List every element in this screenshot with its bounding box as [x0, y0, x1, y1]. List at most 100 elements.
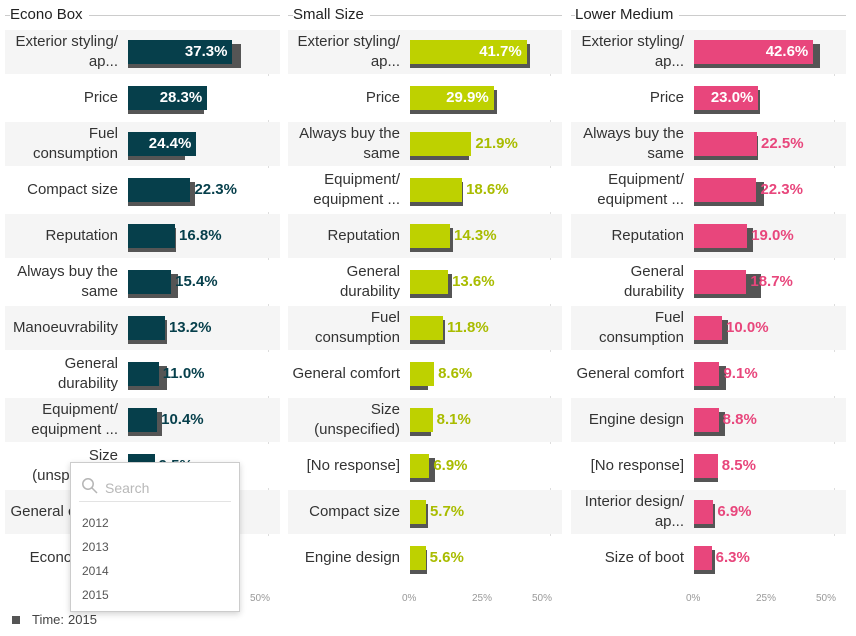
dropdown-option-2013[interactable]: 2013 — [82, 540, 109, 554]
value-label: 16.8% — [179, 227, 222, 244]
dropdown-option-2015[interactable]: 2015 — [82, 588, 109, 602]
bar — [694, 132, 757, 156]
bar — [410, 86, 494, 110]
value-label: 29.9% — [446, 89, 489, 106]
category-label: General durability — [57, 355, 118, 392]
value-label: 13.2% — [168, 319, 212, 336]
bar — [410, 408, 433, 432]
bar — [410, 178, 463, 202]
bar — [694, 270, 747, 294]
value-label: 24.4% — [148, 135, 192, 152]
dropdown-option-2014[interactable]: 2014 — [82, 564, 109, 578]
bar — [410, 224, 451, 248]
value-label: 8.8% — [722, 411, 757, 428]
axis-tick-label: 50% — [532, 593, 553, 604]
value-label: 22.5% — [761, 135, 804, 152]
title-rule — [5, 15, 280, 16]
value-label: 41.7% — [479, 43, 522, 60]
bar — [128, 224, 176, 248]
dropdown-search — [79, 475, 237, 502]
panel-title: Lower Medium — [575, 6, 680, 24]
filter-marker-icon — [12, 615, 20, 624]
value-label: 13.6% — [452, 273, 495, 290]
value-label: 5.6% — [429, 549, 464, 566]
bar — [410, 270, 449, 294]
time-filter-key: Time: — [32, 612, 65, 627]
category-label: Always buy the same — [299, 125, 400, 162]
category-label: Reputation — [611, 227, 684, 244]
category-label: [No response] — [590, 457, 684, 474]
title-rule — [571, 15, 846, 16]
value-label: 15.4% — [175, 273, 218, 290]
bar — [410, 454, 430, 478]
axis-tick-label: 0% — [402, 593, 417, 604]
category-label: Exterior styling/ ap... — [581, 33, 684, 70]
category-label: General durability — [623, 263, 684, 300]
value-label: 19.0% — [751, 227, 794, 244]
category-label: Equipment/ equipment ... — [597, 171, 684, 208]
bar — [410, 316, 444, 340]
panel-title: Small Size — [293, 6, 370, 24]
category-label: Compact size — [309, 503, 400, 520]
bar — [128, 132, 197, 156]
bar — [128, 362, 159, 386]
category-label: Equipment/ equipment ... — [31, 401, 118, 438]
category-label: Always buy the same — [17, 263, 118, 300]
axis-gridline — [268, 30, 269, 580]
value-label: 9.1% — [723, 365, 758, 382]
bar — [410, 362, 435, 386]
axis-tick-label: 0% — [686, 593, 701, 604]
bar — [694, 316, 722, 340]
bar — [128, 40, 233, 64]
category-label: General comfort — [576, 365, 684, 382]
search-input[interactable] — [103, 476, 237, 500]
value-label: 6.9% — [433, 457, 468, 474]
value-label: 22.3% — [194, 181, 237, 198]
bar — [128, 316, 165, 340]
category-label: Always buy the same — [583, 125, 684, 162]
value-label: 6.9% — [717, 503, 752, 520]
category-label: General comfort — [292, 365, 400, 382]
category-label: [No response] — [306, 457, 400, 474]
value-label: 18.7% — [750, 273, 793, 290]
value-label: 6.3% — [715, 549, 750, 566]
category-label: Size of boot — [604, 549, 684, 566]
bar — [694, 546, 712, 570]
category-label: Fuel consumption — [598, 309, 684, 346]
value-label: 18.6% — [466, 181, 509, 198]
axis-tick-label: 25% — [472, 593, 493, 604]
bar — [694, 178, 757, 202]
bar — [128, 408, 158, 432]
category-label: Price — [649, 89, 684, 106]
bar — [694, 40, 814, 64]
search-icon — [82, 478, 98, 494]
time-filter[interactable]: Time: 2015 — [12, 612, 97, 627]
category-label: Exterior styling/ ap... — [297, 33, 400, 70]
bar — [128, 270, 172, 294]
bar — [128, 178, 191, 202]
category-label: Reputation — [45, 227, 118, 244]
category-label: Size (unspecified) — [314, 401, 400, 438]
axis-gridline — [834, 30, 835, 580]
value-label: 11.8% — [447, 319, 489, 336]
category-label: Fuel consumption — [32, 125, 118, 162]
category-label: Engine design — [304, 549, 400, 566]
value-label: 37.3% — [184, 43, 228, 60]
axis-tick-label: 25% — [756, 593, 777, 604]
value-label: 42.6% — [765, 43, 809, 60]
category-label: Exterior styling/ ap... — [15, 33, 118, 70]
time-dropdown: 2012 2013 2014 2015 — [70, 462, 240, 612]
time-filter-value[interactable]: 2015 — [68, 612, 97, 627]
bar — [410, 40, 527, 64]
dropdown-option-2012[interactable]: 2012 — [82, 516, 109, 530]
value-label: 5.7% — [429, 503, 465, 520]
bar — [410, 500, 426, 524]
bar — [694, 500, 714, 524]
value-label: 22.3% — [760, 181, 803, 198]
category-label: Fuel consumption — [314, 309, 400, 346]
category-label: Reputation — [327, 227, 400, 244]
value-label: 23.0% — [710, 89, 754, 106]
value-label: 8.6% — [438, 365, 473, 382]
category-label: Equipment/ equipment ... — [313, 171, 400, 208]
